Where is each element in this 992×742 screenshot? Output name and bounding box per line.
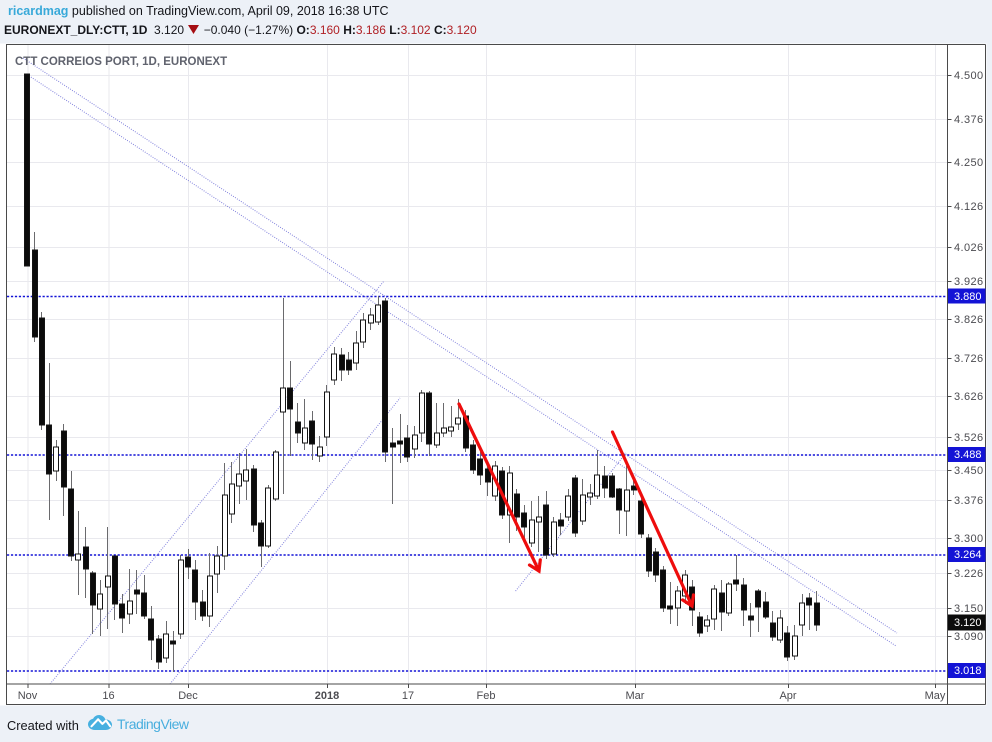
svg-text:3.120: 3.120 xyxy=(954,617,982,629)
svg-text:3.626: 3.626 xyxy=(954,391,984,403)
svg-text:17: 17 xyxy=(402,690,414,702)
svg-text:3.450: 3.450 xyxy=(954,465,984,477)
svg-text:Feb: Feb xyxy=(477,690,496,702)
svg-text:3.880: 3.880 xyxy=(954,291,982,303)
svg-text:3.726: 3.726 xyxy=(954,353,984,365)
svg-text:Nov: Nov xyxy=(18,690,38,702)
svg-text:4.126: 4.126 xyxy=(954,201,984,213)
svg-text:2018: 2018 xyxy=(315,690,339,702)
svg-text:Apr: Apr xyxy=(779,690,796,702)
svg-text:Mar: Mar xyxy=(626,690,645,702)
svg-text:3.376: 3.376 xyxy=(954,495,984,507)
svg-text:4.376: 4.376 xyxy=(954,114,984,126)
svg-text:3.300: 3.300 xyxy=(954,533,984,545)
svg-text:3.488: 3.488 xyxy=(954,449,982,461)
svg-text:3.090: 3.090 xyxy=(954,631,984,643)
svg-text:4.026: 4.026 xyxy=(954,242,984,254)
svg-text:3.018: 3.018 xyxy=(954,665,982,677)
svg-text:CTT CORREIOS PORT, 1D, EURONEX: CTT CORREIOS PORT, 1D, EURONEXT xyxy=(15,56,227,68)
svg-text:4.250: 4.250 xyxy=(954,157,984,169)
svg-text:3.264: 3.264 xyxy=(954,549,982,561)
svg-text:Dec: Dec xyxy=(178,690,198,702)
svg-text:3.926: 3.926 xyxy=(954,276,984,288)
svg-text:3.150: 3.150 xyxy=(954,603,984,615)
svg-text:3.226: 3.226 xyxy=(954,568,984,580)
svg-text:4.500: 4.500 xyxy=(954,70,984,82)
svg-text:3.826: 3.826 xyxy=(954,314,984,326)
svg-text:3.526: 3.526 xyxy=(954,432,984,444)
svg-text:16: 16 xyxy=(102,690,114,702)
svg-text:May: May xyxy=(925,690,946,702)
